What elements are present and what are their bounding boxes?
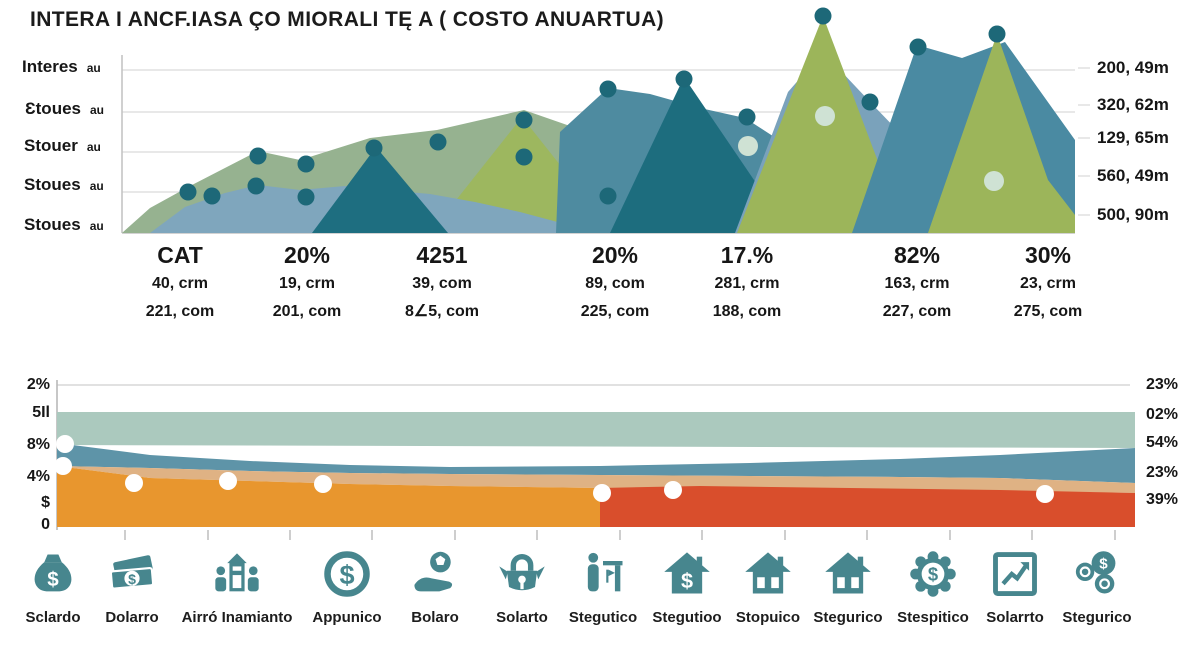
bottom-left-label-2: 5Il bbox=[32, 404, 50, 421]
legend-label: Bolaro bbox=[411, 609, 459, 626]
house-icon bbox=[825, 552, 871, 594]
bottom-left-label-6: 0 bbox=[41, 516, 50, 533]
stat-column: 82% 163, crm 227, com bbox=[842, 240, 992, 326]
stat-header: 20% bbox=[283, 242, 331, 268]
legend-item: Airró Inamianto bbox=[175, 548, 299, 626]
legend-item: Solarrto bbox=[953, 548, 1077, 626]
bottom-left-label-3: 8% bbox=[26, 436, 50, 453]
stat-header: 4251 bbox=[416, 242, 468, 268]
bottom-right-label-3: 54% bbox=[1146, 434, 1179, 451]
bottom-right-label-1: 23% bbox=[1146, 376, 1179, 393]
stat-column: 20% 89, com 225, com bbox=[540, 240, 690, 326]
legend-item: $ Dolarro bbox=[70, 548, 194, 626]
legend-item: Stegutico bbox=[541, 548, 665, 626]
stat-row3: 201, com bbox=[272, 303, 342, 320]
coins-icon: $ bbox=[1075, 551, 1116, 594]
stat-column: CAT 40, crm 221, com bbox=[105, 240, 255, 326]
legend-label: Sclardo bbox=[25, 609, 81, 626]
svg-text:$: $ bbox=[928, 564, 938, 585]
legend-label: Stegurico bbox=[813, 609, 883, 626]
padlock-icon bbox=[499, 553, 545, 591]
svg-text:$: $ bbox=[339, 559, 354, 590]
top-axis-label-1: Interes au bbox=[22, 57, 101, 76]
stat-column: 20% 19, crm 201, com bbox=[232, 240, 382, 326]
stat-row2: 39, com bbox=[412, 275, 472, 292]
stat-header: 17.% bbox=[720, 242, 774, 268]
legend-label: Airró Inamianto bbox=[181, 609, 293, 626]
stat-row3: 221, com bbox=[145, 303, 215, 320]
money-bag-icon: $ bbox=[34, 554, 72, 592]
stat-row3: 275, com bbox=[1013, 303, 1083, 320]
bottom-left-label-4: 4% bbox=[26, 468, 50, 485]
gear-dollar-icon: $ bbox=[910, 551, 956, 597]
stat-header: 82% bbox=[893, 242, 941, 268]
stat-row2: 281, crm bbox=[714, 275, 780, 292]
bottom-right-label-5: 39% bbox=[1146, 491, 1179, 508]
top-right-value-4: 560, 49m bbox=[1097, 166, 1169, 185]
stat-column: 17.% 281, crm 188, com bbox=[672, 240, 822, 326]
legend-label: Stespitico bbox=[897, 609, 969, 626]
bottom-right-label-4: 23% bbox=[1146, 464, 1179, 481]
stat-header: 20% bbox=[591, 242, 639, 268]
top-axis-label-2: Ɛtoues au bbox=[25, 99, 105, 118]
legend-item: $ Sclardo bbox=[0, 548, 115, 626]
stat-column: 30% 23, crm 275, com bbox=[973, 240, 1123, 326]
top-right-value-1: 200, 49m bbox=[1097, 58, 1169, 77]
stat-row2: 23, crm bbox=[1019, 275, 1077, 292]
people-building-icon bbox=[215, 553, 259, 592]
house-dollar-icon: $ bbox=[664, 552, 710, 594]
stat-row2: 89, com bbox=[585, 275, 645, 292]
top-axis-label-4: Stoues au bbox=[24, 175, 104, 194]
legend-label: Stegutico bbox=[568, 609, 638, 626]
legend-item: Stegurico bbox=[786, 548, 910, 626]
legend-label: Stegurico bbox=[1062, 609, 1132, 626]
legend-item: Solarto bbox=[460, 548, 584, 626]
stat-header: 30% bbox=[1024, 242, 1072, 268]
bottom-left-label-1: 2% bbox=[26, 376, 50, 393]
bottom-right-label-2: 02% bbox=[1146, 406, 1179, 423]
top-right-value-5: 500, 90m bbox=[1097, 205, 1169, 224]
legend-item: $ Stegutioo bbox=[625, 548, 749, 626]
svg-text:$: $ bbox=[128, 571, 136, 587]
stat-row3: 188, com bbox=[712, 303, 782, 320]
hand-globe-icon bbox=[414, 551, 453, 592]
svg-text:$: $ bbox=[47, 568, 59, 591]
legend-label: Solarto bbox=[496, 609, 548, 626]
stat-column: 4251 39, com 8∠5, com bbox=[367, 240, 517, 326]
svg-text:$: $ bbox=[681, 568, 693, 593]
legend-item: $ Stespitico bbox=[871, 548, 995, 626]
stat-header: CAT bbox=[157, 242, 203, 268]
stat-row3: 225, com bbox=[580, 303, 650, 320]
banknotes-icon: $ bbox=[109, 555, 155, 590]
top-right-value-3: 129, 65m bbox=[1097, 128, 1169, 147]
stat-row2: 163, crm bbox=[884, 275, 950, 292]
top-axis-label-3: Stouer au bbox=[24, 136, 101, 155]
top-axis-label-5: Stoues au bbox=[24, 215, 104, 234]
legend-item: Bolaro bbox=[373, 548, 497, 626]
stat-row2: 40, crm bbox=[151, 275, 209, 292]
house-icon bbox=[745, 552, 791, 594]
stat-row2: 19, crm bbox=[278, 275, 336, 292]
legend-item: Stopuico bbox=[706, 548, 830, 626]
legend-item: $ Appunico bbox=[285, 548, 409, 626]
stat-row3: 8∠5, com bbox=[405, 303, 479, 320]
chart-square-icon bbox=[993, 552, 1037, 596]
legend-label: Dolarro bbox=[105, 609, 159, 626]
bottom-left-label-5: $ bbox=[41, 494, 50, 511]
dollar-coin-icon: $ bbox=[324, 551, 370, 597]
svg-text:$: $ bbox=[1099, 556, 1108, 573]
legend-label: Stegutioo bbox=[652, 609, 722, 626]
top-right-value-2: 320, 62m bbox=[1097, 95, 1169, 114]
person-desk-icon bbox=[587, 552, 623, 592]
legend-label: Solarrto bbox=[986, 609, 1044, 626]
legend-label: Appunico bbox=[312, 609, 382, 626]
legend-label: Stopuico bbox=[735, 609, 801, 626]
stat-row3: 227, com bbox=[882, 303, 952, 320]
legend-item: $ Stegurico bbox=[1035, 548, 1159, 626]
page-title: INTERA I ANCF.IASA ÇO MIORALI TĘ A ( COS… bbox=[30, 8, 665, 31]
